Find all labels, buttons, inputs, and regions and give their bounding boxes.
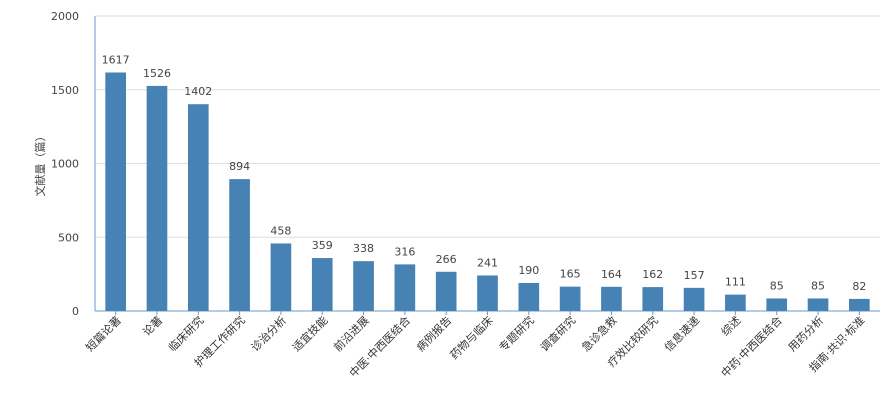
x-category-label: 信息速递 [661, 313, 702, 354]
x-category-label: 药物与临床 [447, 313, 496, 362]
data-label: 316 [394, 245, 415, 258]
data-label: 1617 [102, 53, 130, 66]
x-category-label: 诊治分析 [248, 313, 289, 354]
bar [353, 261, 374, 311]
x-category-label: 调查研究 [537, 313, 578, 354]
bar [394, 264, 416, 311]
data-label: 894 [229, 160, 250, 173]
bar [807, 298, 829, 311]
data-label: 164 [601, 268, 622, 281]
x-category-label: 急诊急救 [579, 313, 620, 354]
bar [311, 258, 333, 311]
data-label: 111 [725, 276, 746, 289]
bar [187, 104, 209, 311]
bar [270, 243, 292, 311]
y-tick-labels: 0 500 1000 1500 2000 [51, 10, 79, 318]
data-label: 157 [684, 269, 705, 282]
y-tick-label: 1500 [51, 84, 79, 97]
bar [849, 298, 870, 311]
bar [683, 287, 705, 311]
bar [518, 282, 540, 311]
bar [105, 72, 126, 312]
data-label: 1526 [143, 67, 171, 80]
bar [559, 286, 581, 311]
x-category-label: 用药分析 [785, 313, 826, 354]
bars [105, 72, 870, 312]
x-category-label: 综述 [718, 313, 743, 338]
x-category-label: 临床研究 [165, 313, 206, 354]
y-tick-label: 500 [58, 231, 79, 244]
y-axis-title: 文献量（篇） [33, 131, 47, 197]
data-label: 338 [353, 242, 374, 255]
data-label: 82 [852, 280, 866, 293]
y-tick-label: 0 [72, 305, 79, 318]
data-labels: 1617 1526 1402 894 458 359 338 316 266 241 190 165 1… [102, 53, 867, 292]
y-tick-label: 2000 [51, 10, 79, 23]
grid-lines [95, 15, 880, 238]
data-label: 162 [642, 268, 663, 281]
bar [601, 286, 622, 311]
bar [229, 179, 250, 311]
x-category-label: 短篇论著 [83, 313, 124, 354]
x-category-label: 病例报告 [413, 313, 454, 354]
data-label: 241 [477, 256, 498, 269]
data-label: 85 [811, 279, 825, 292]
data-label: 266 [436, 253, 457, 266]
bar [435, 271, 457, 311]
bar [146, 85, 168, 311]
x-category-label: 专题研究 [496, 313, 537, 354]
bar [477, 275, 498, 311]
x-category-label: 适宜技能 [289, 313, 330, 354]
axes [94, 16, 880, 315]
y-tick-label: 1000 [51, 158, 79, 171]
x-category-label: 前沿进展 [331, 313, 372, 354]
data-label: 165 [560, 268, 581, 281]
data-label: 1402 [184, 85, 212, 98]
data-label: 359 [312, 239, 333, 252]
data-label: 85 [770, 279, 784, 292]
data-label: 190 [518, 264, 539, 277]
data-label: 458 [270, 224, 291, 237]
bar [766, 298, 788, 311]
bar [642, 287, 664, 311]
x-category-label: 论著 [140, 313, 165, 338]
bar [725, 294, 746, 311]
